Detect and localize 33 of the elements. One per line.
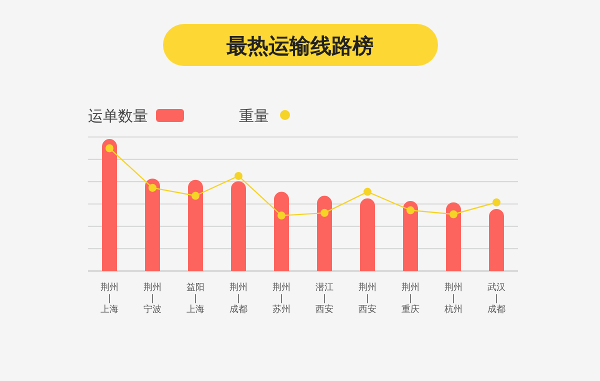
x-tick-label: 武汉 | 成都 (488, 282, 506, 315)
x-tick-label: 荆州 | 西安 (358, 282, 376, 315)
bar (317, 196, 332, 271)
bar (102, 139, 117, 271)
legend-label: 重量 (239, 107, 269, 125)
x-tick-label: 荆州 | 宁波 (144, 282, 162, 315)
chart-title: 最热运输线路榜 (226, 34, 374, 58)
bar (360, 198, 375, 271)
x-tick-label: 荆州 | 重庆 (402, 282, 420, 315)
bar (145, 178, 160, 271)
x-tick-label: 潜江 | 西安 (316, 282, 334, 315)
bar (231, 181, 246, 271)
point (450, 210, 458, 218)
point (364, 188, 372, 196)
x-tick-label: 荆州 | 杭州 (444, 282, 462, 315)
point (278, 212, 286, 220)
point (106, 144, 114, 152)
point (406, 206, 414, 214)
bar (403, 201, 418, 271)
point (148, 184, 156, 192)
point (492, 198, 500, 206)
legend-label: 运单数量 (88, 107, 148, 125)
x-tick-label: 荆州 | 成都 (230, 282, 248, 315)
bar (274, 192, 289, 271)
bar (188, 180, 203, 271)
bar (489, 208, 504, 271)
bar (446, 202, 461, 271)
x-tick-label: 荆州 | 苏州 (272, 282, 290, 315)
point (192, 192, 200, 200)
x-tick-label: 益阳 | 上海 (186, 282, 204, 315)
point (320, 208, 328, 217)
point (234, 172, 242, 180)
x-tick-label: 荆州 | 上海 (100, 282, 118, 315)
